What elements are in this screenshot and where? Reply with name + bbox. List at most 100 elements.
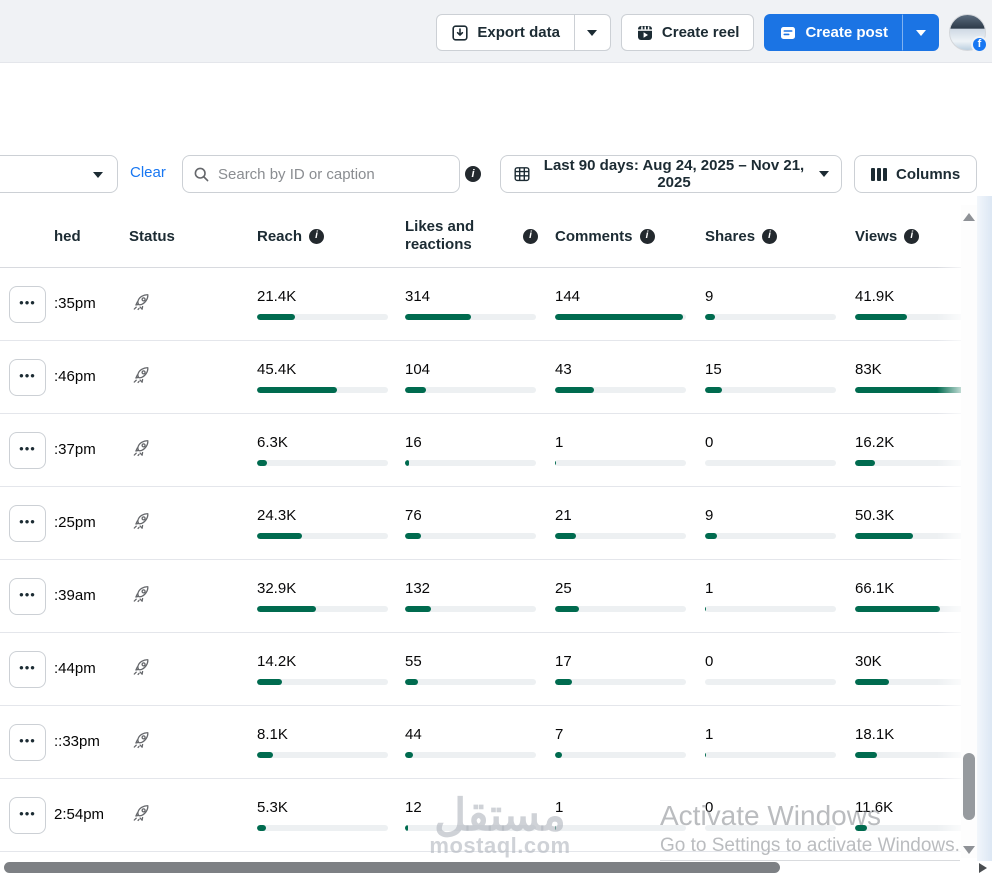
shares-bar-track <box>705 752 836 758</box>
search-info-icon[interactable]: i <box>465 166 481 182</box>
likes-cell: 314 <box>398 288 548 320</box>
reach-cell: 24.3K <box>250 507 398 539</box>
likes-info-icon[interactable]: i <box>523 228 538 244</box>
header-likes: Likes and reactions i <box>398 218 548 254</box>
shares-bar-track <box>705 679 836 685</box>
table-body: ••• :35pm 21.4K 314 144 <box>0 268 992 852</box>
reach-bar-fill <box>257 606 316 612</box>
shares-value: 1 <box>705 580 714 597</box>
comments-bar-track <box>555 825 686 831</box>
table-row: ••• :25pm 24.3K 76 21 <box>0 487 992 560</box>
row-actions-cell: ••• <box>0 285 54 323</box>
comments-bar-fill <box>555 825 557 831</box>
likes-value: 104 <box>405 361 431 378</box>
boost-rocket-icon[interactable] <box>130 364 152 386</box>
shares-bar-fill <box>705 387 723 393</box>
row-more-button[interactable]: ••• <box>9 577 46 615</box>
reach-cell: 45.4K <box>250 361 398 393</box>
comments-value: 17 <box>555 653 572 670</box>
export-data-dropdown-button[interactable] <box>574 14 611 51</box>
boost-rocket-icon[interactable] <box>130 583 152 605</box>
likes-bar-track <box>405 825 536 831</box>
likes-value: 76 <box>405 507 422 524</box>
row-status-cell <box>122 364 250 391</box>
clear-filters-link[interactable]: Clear <box>130 164 166 181</box>
shares-value: 9 <box>705 288 714 305</box>
comments-bar-track <box>555 752 686 758</box>
views-value: 66.1K <box>855 580 895 597</box>
create-reel-button[interactable]: Create reel <box>620 14 755 51</box>
date-range-button[interactable]: Last 90 days: Aug 24, 2025 – Nov 21, 202… <box>500 155 842 193</box>
views-info-icon[interactable]: i <box>904 228 920 244</box>
shares-cell: 9 <box>698 507 848 539</box>
reach-bar-fill <box>257 752 273 758</box>
filter-dropdown[interactable] <box>0 155 118 193</box>
row-published-cell: ::33pm <box>54 733 122 751</box>
views-cell: 18.1K <box>848 726 992 758</box>
row-more-button[interactable]: ••• <box>9 650 46 688</box>
shares-info-icon[interactable]: i <box>762 228 778 244</box>
boost-rocket-icon[interactable] <box>130 510 152 532</box>
row-more-button[interactable]: ••• <box>9 796 46 834</box>
comments-bar-fill <box>555 460 557 466</box>
scroll-up-icon[interactable] <box>963 213 975 221</box>
shares-cell: 0 <box>698 653 848 685</box>
row-more-button[interactable]: ••• <box>9 431 46 469</box>
vertical-scroll-thumb[interactable] <box>963 753 975 820</box>
views-value: 16.2K <box>855 434 895 451</box>
table-row: ••• ::33pm 8.1K 44 7 <box>0 706 992 779</box>
boost-rocket-icon[interactable] <box>130 802 152 824</box>
horizontal-scroll-thumb[interactable] <box>4 862 780 873</box>
boost-rocket-icon[interactable] <box>130 437 152 459</box>
date-range-label: Last 90 days: Aug 24, 2025 – Nov 21, 202… <box>543 157 805 191</box>
reach-cell: 14.2K <box>250 653 398 685</box>
row-status-cell <box>122 729 250 756</box>
table-row: ••• :46pm 45.4K 104 43 <box>0 341 992 414</box>
likes-value: 44 <box>405 726 422 743</box>
published-time: :37pm <box>54 441 96 458</box>
views-value: 18.1K <box>855 726 895 743</box>
row-status-cell <box>122 583 250 610</box>
row-more-button[interactable]: ••• <box>9 504 46 542</box>
export-data-button[interactable]: Export data <box>436 14 575 51</box>
post-icon <box>779 24 797 42</box>
search-input[interactable] <box>218 165 449 183</box>
more-icon: ••• <box>19 367 36 383</box>
row-more-button[interactable]: ••• <box>9 285 46 323</box>
comments-cell: 21 <box>548 507 698 539</box>
row-more-button[interactable]: ••• <box>9 358 46 396</box>
scroll-right-icon[interactable] <box>979 863 987 873</box>
comments-bar-fill <box>555 387 595 393</box>
shares-bar-track <box>705 606 836 612</box>
reach-bar-fill <box>257 387 337 393</box>
boost-rocket-icon[interactable] <box>130 729 152 751</box>
table-row: ••• :44pm 14.2K 55 17 <box>0 633 992 706</box>
boost-rocket-icon[interactable] <box>130 291 152 313</box>
comments-cell: 43 <box>548 361 698 393</box>
reach-bar-track <box>257 825 388 831</box>
comments-bar-fill <box>555 679 573 685</box>
avatar[interactable]: f <box>949 14 988 53</box>
more-icon: ••• <box>19 294 36 310</box>
create-post-dropdown-button[interactable] <box>903 14 939 51</box>
row-published-cell: :25pm <box>54 514 122 532</box>
row-status-cell <box>122 291 250 318</box>
shares-bar-track <box>705 314 836 320</box>
horizontal-scrollbar[interactable] <box>0 861 992 874</box>
reach-bar-fill <box>257 460 268 466</box>
scroll-down-icon[interactable] <box>963 846 975 854</box>
header-shares-label: Shares <box>705 227 756 245</box>
header-likes-label: Likes and reactions <box>405 218 475 253</box>
published-time: :46pm <box>54 368 96 385</box>
shares-cell: 15 <box>698 361 848 393</box>
boost-rocket-icon[interactable] <box>130 656 152 678</box>
columns-button[interactable]: Columns <box>854 155 978 193</box>
shares-value: 0 <box>705 653 714 670</box>
reach-info-icon[interactable]: i <box>309 228 325 244</box>
vertical-scrollbar[interactable] <box>961 205 977 858</box>
row-more-button[interactable]: ••• <box>9 723 46 761</box>
create-post-button[interactable]: Create post <box>764 14 903 51</box>
reach-cell: 32.9K <box>250 580 398 612</box>
comments-info-icon[interactable]: i <box>639 228 655 244</box>
